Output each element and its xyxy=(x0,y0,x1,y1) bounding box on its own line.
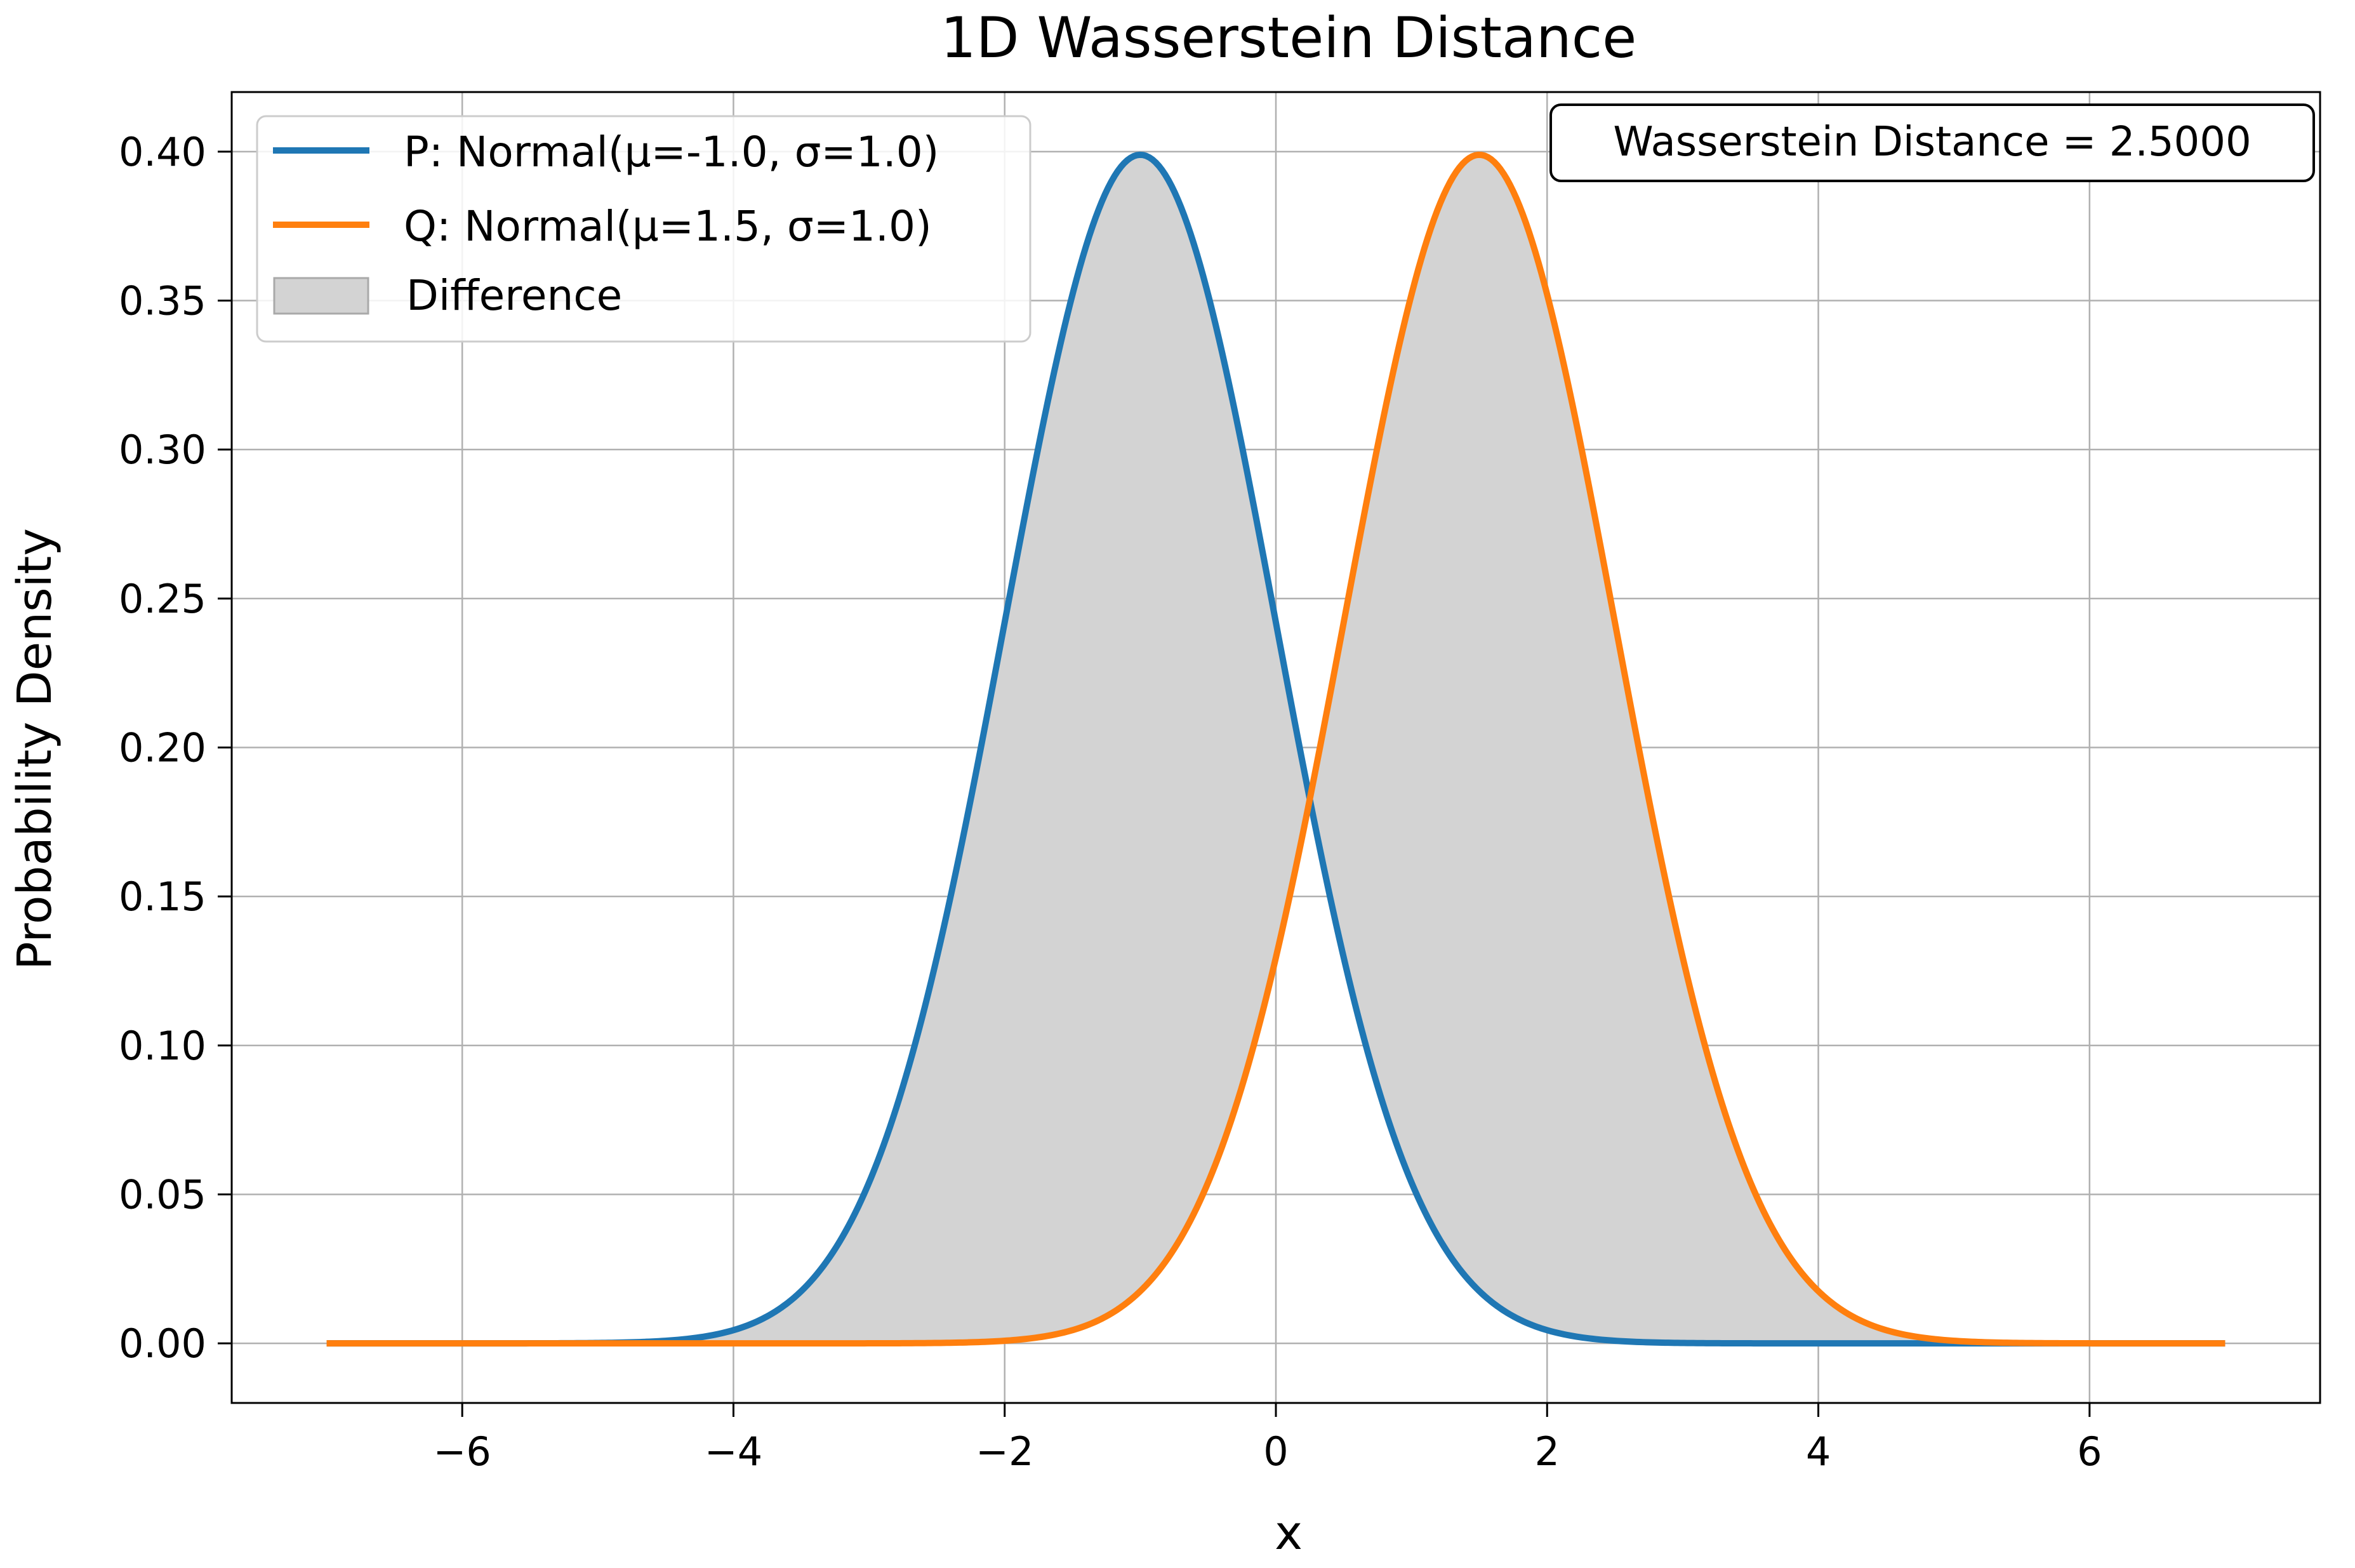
legend-label-difference: Difference xyxy=(406,271,622,320)
x-tick-label: −4 xyxy=(705,1428,762,1475)
legend-label-q: Q: Normal(μ=1.5, σ=1.0) xyxy=(404,202,932,251)
legend-handle-difference xyxy=(273,277,369,315)
chart-title: 1D Wasserstein Distance xyxy=(941,5,1637,70)
y-tick-label: 0.05 xyxy=(119,1171,206,1218)
x-tick-label: 2 xyxy=(1535,1428,1560,1475)
y-tick-label: 0.40 xyxy=(119,129,206,175)
y-tick-label: 0.30 xyxy=(119,427,206,473)
annotation-box xyxy=(1549,103,2315,182)
legend: P: Normal(μ=-1.0, σ=1.0) Q: Normal(μ=1.5… xyxy=(256,115,1032,343)
difference-fill-layer xyxy=(326,154,2226,1344)
annotation: Wasserstein Distance = 2.5000 xyxy=(1549,103,2315,182)
y-axis-ticks: 0.00 0.05 0.10 0.15 0.20 0.25 0.30 0.35 0.40 xyxy=(119,129,232,1367)
y-tick-label: 0.20 xyxy=(119,725,206,771)
series-lines-layer xyxy=(326,151,2226,1347)
x-axis-ticks: −6 −4 −2 0 2 4 6 xyxy=(433,1403,2102,1475)
y-tick-label: 0.00 xyxy=(119,1320,206,1367)
y-axis-label: Probability Density xyxy=(8,528,62,970)
y-tick-label: 0.15 xyxy=(119,874,206,920)
y-tick-label: 0.10 xyxy=(119,1023,206,1069)
x-tick-label: 4 xyxy=(1806,1428,1831,1475)
annotation-text: Wasserstein Distance = 2.5000 xyxy=(1613,119,2251,166)
y-tick-label: 0.35 xyxy=(119,278,206,324)
legend-box xyxy=(256,115,1032,343)
series-q-line xyxy=(326,151,2226,1347)
x-axis-label: x xyxy=(1275,1506,1303,1560)
x-tick-label: −6 xyxy=(433,1428,491,1475)
legend-label-p: P: Normal(μ=-1.0, σ=1.0) xyxy=(404,128,939,176)
y-tick-label: 0.25 xyxy=(119,576,206,622)
x-tick-label: 6 xyxy=(2077,1428,2102,1475)
difference-area xyxy=(326,154,2226,1344)
x-tick-label: 0 xyxy=(1263,1428,1288,1475)
x-tick-label: −2 xyxy=(976,1428,1033,1475)
